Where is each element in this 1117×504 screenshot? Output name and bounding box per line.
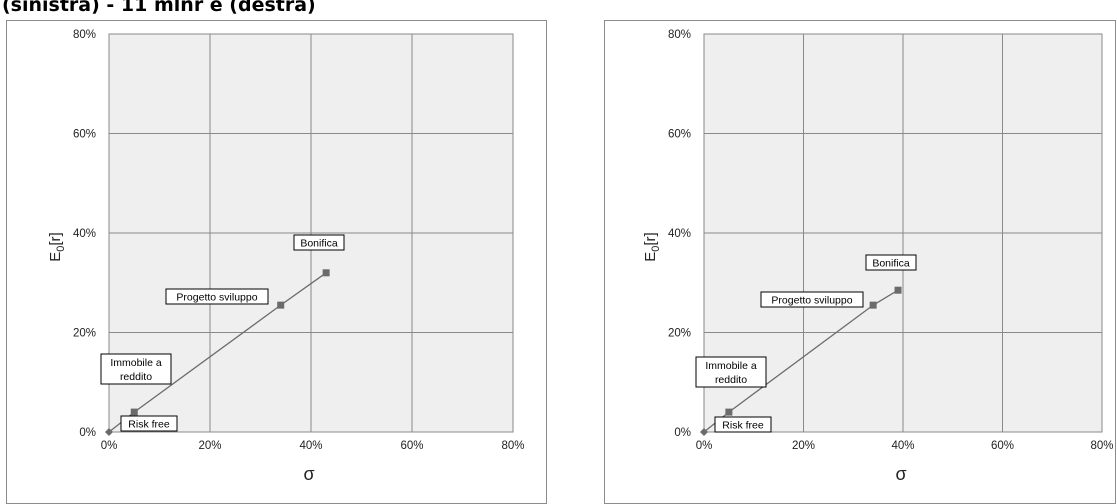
data-label-box-left [120,415,178,432]
chart-left: 0% 20% 40% 60% 80% 0% 20% 40% 60% 80% σ E0[r] Risk f… [6,20,547,504]
y-tick-label-left: 40% [73,228,96,240]
x-tick-label-left: 80% [501,440,524,452]
data-label-left: Progetto sviluppo [176,292,257,304]
x-tick-label-left: 60% [400,440,423,452]
data-label-box-left [293,234,345,251]
x-tick-label-right: 80% [1090,440,1113,452]
x-tick-label-right: 20% [792,440,815,452]
y-tick-label-left: 20% [73,328,96,340]
x-tick-label-left: 0% [101,440,118,452]
data-label-left: Bonifica [300,238,338,250]
chart-right: 0% 20% 40% 60% 80% 0% 20% 40% 60% 80% σ E0[r] Risk f… [604,20,1116,504]
data-point-right [894,286,902,294]
x-tick-label-left: 40% [299,440,322,452]
data-label-box-left [100,353,172,385]
x-tick-label-right: 40% [891,440,914,452]
data-label-box-right [695,356,767,388]
x-tick-label-right: 60% [991,440,1014,452]
data-point-right [869,301,877,309]
y-axis-label-left: E0[r] [47,232,67,261]
data-point-right [700,428,708,436]
y-tick-label-right: 60% [668,129,691,141]
y-tick-label-right: 20% [668,328,691,340]
data-label-box-left [165,288,269,305]
data-label-box-right [714,416,772,433]
y-tick-label-right: 80% [668,29,691,41]
data-point-left [322,269,330,277]
chart-left-svg: 0% 20% 40% 60% 80% 0% 20% 40% 60% 80% σ E0[r] Risk f… [47,29,525,484]
x-tick-label-right: 0% [696,440,713,452]
data-label-right: Bonifica [872,258,910,270]
data-label-right: Progetto sviluppo [771,295,852,307]
data-point-left [277,301,285,309]
data-label-right: reddito [715,374,747,386]
chart-right-svg: 0% 20% 40% 60% 80% 0% 20% 40% 60% 80% σ E0[r] Risk f… [642,29,1114,484]
y-tick-label-right: 40% [668,228,691,240]
y-tick-label-left: 0% [79,427,96,439]
data-label-left: Risk free [128,419,170,431]
x-tick-label-left: 20% [198,440,221,452]
data-label-left: Immobile a [110,357,162,369]
data-point-left [105,428,113,436]
y-axis-label-right: E0[r] [642,232,662,261]
data-label-box-right [865,254,917,271]
data-label-box-right [760,291,864,308]
y-tick-label-left: 80% [73,29,96,41]
data-label-right: Risk free [722,420,764,432]
data-label-right: Immobile a [705,360,757,372]
x-axis-label-left: σ [303,464,314,484]
data-point-right [725,408,733,416]
data-point-left [130,408,138,416]
x-axis-label-right: σ [895,464,906,484]
figure-caption: (sinistra) - 11 mlnr e (destra) [2,0,316,16]
y-tick-label-left: 60% [73,129,96,141]
data-label-left: reddito [120,371,152,383]
y-tick-label-right: 0% [674,427,691,439]
